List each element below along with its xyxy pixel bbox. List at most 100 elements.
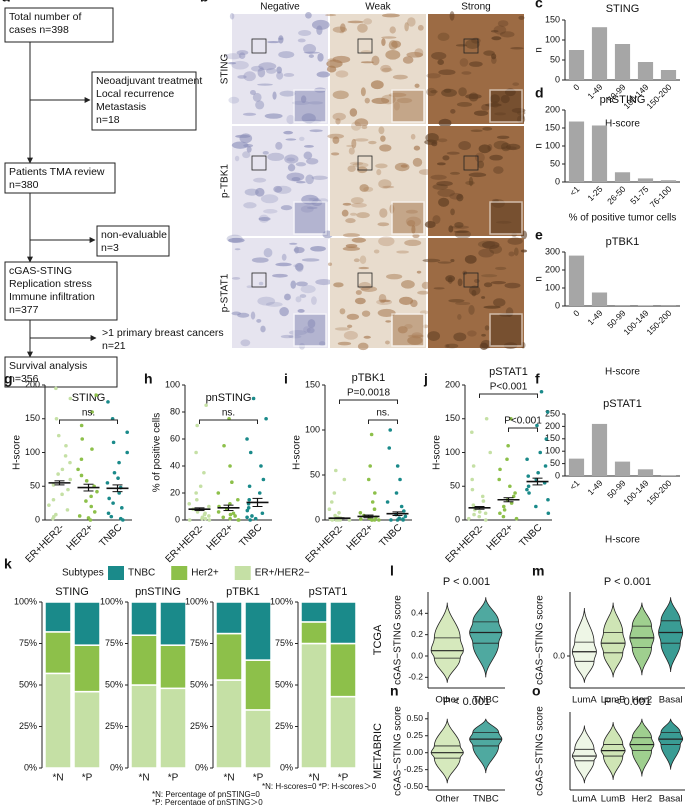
bar bbox=[614, 44, 631, 80]
tissue-texture bbox=[448, 225, 454, 233]
y-tick-label: -0.2 bbox=[408, 672, 423, 682]
tissue-texture bbox=[234, 248, 241, 251]
x-tick-label: Her2 bbox=[632, 794, 653, 805]
flow-text: n=377 bbox=[9, 304, 39, 316]
data-point bbox=[534, 504, 538, 509]
data-point bbox=[403, 514, 408, 519]
tissue-texture bbox=[295, 296, 302, 303]
tissue-texture bbox=[379, 144, 392, 152]
tissue-texture bbox=[246, 285, 253, 289]
tissue-texture bbox=[449, 171, 461, 175]
inset-marker bbox=[357, 155, 373, 171]
tissue-texture bbox=[438, 69, 456, 76]
stacked-bar bbox=[215, 679, 243, 769]
data-point bbox=[477, 510, 482, 514]
tissue-texture bbox=[359, 255, 367, 264]
tissue-texture bbox=[490, 281, 506, 285]
flow-text: Immune infiltration bbox=[9, 291, 95, 303]
tissue-texture bbox=[412, 157, 423, 167]
tissue-texture bbox=[275, 262, 292, 267]
tissue-texture bbox=[484, 325, 490, 331]
chart-title: STING bbox=[72, 392, 106, 404]
tissue-texture bbox=[404, 239, 422, 247]
y-axis-label: H-score bbox=[292, 435, 303, 470]
data-point bbox=[484, 416, 489, 421]
footnote: *N: H-scores=0 *P: H-scores＞0 bbox=[262, 782, 377, 791]
flow-text: cases n=398 bbox=[9, 24, 69, 36]
y-tick-label: 0% bbox=[195, 762, 208, 772]
y-tick-label: 200 bbox=[545, 264, 560, 274]
tissue-texture bbox=[464, 254, 477, 264]
tissue-texture bbox=[242, 151, 251, 159]
tissue-texture bbox=[468, 176, 474, 187]
tissue-texture bbox=[520, 249, 528, 253]
data-point bbox=[203, 511, 207, 516]
flow-text: Metastasis bbox=[96, 101, 146, 113]
tissue-texture bbox=[251, 257, 269, 263]
data-point bbox=[543, 464, 548, 468]
data-point bbox=[342, 477, 347, 482]
chart-title: P < 0.001 bbox=[443, 696, 490, 708]
data-point bbox=[247, 497, 252, 502]
tissue-texture bbox=[491, 56, 497, 64]
flow-text: Replication stress bbox=[9, 278, 92, 290]
tissue-texture bbox=[493, 298, 506, 307]
stacked-bar bbox=[329, 601, 357, 645]
x-tick-label: 0 bbox=[571, 82, 582, 93]
y-tick-label: 50% bbox=[19, 679, 37, 689]
bar bbox=[568, 458, 585, 476]
stacked-bar bbox=[244, 659, 272, 711]
inset-marker bbox=[251, 272, 267, 288]
tissue-texture bbox=[311, 19, 330, 30]
tissue-texture bbox=[370, 80, 384, 90]
data-point bbox=[248, 450, 253, 455]
tissue-texture bbox=[346, 313, 360, 320]
tissue-texture bbox=[381, 38, 386, 47]
data-point bbox=[84, 479, 89, 483]
data-point bbox=[76, 467, 80, 472]
data-point bbox=[498, 511, 502, 516]
chart-title: pSTAT1 bbox=[603, 398, 642, 410]
y-tick-label: 200 bbox=[545, 421, 560, 431]
y-tick-label: 100 bbox=[445, 447, 460, 457]
tissue-texture bbox=[347, 324, 353, 329]
y-tick-label: 100 bbox=[545, 140, 560, 150]
y-axis-label: cGAS−STING score bbox=[535, 706, 546, 796]
tissue-texture bbox=[438, 197, 450, 207]
tissue-texture bbox=[238, 52, 246, 59]
data-point bbox=[90, 447, 94, 451]
tissue-texture bbox=[281, 253, 287, 261]
y-tick-label: 75% bbox=[105, 638, 123, 648]
row-label: p-STAT1 bbox=[220, 273, 231, 312]
data-point bbox=[89, 494, 93, 499]
x-tick-label: ER+HER2- bbox=[24, 522, 67, 565]
x-axis-label: % of positive tumor cells bbox=[569, 213, 677, 224]
column-label: Negative bbox=[260, 2, 300, 13]
tissue-texture bbox=[326, 59, 343, 68]
tissue-texture bbox=[470, 129, 483, 133]
data-point bbox=[337, 511, 341, 515]
panel-label: l bbox=[390, 563, 394, 579]
data-point bbox=[117, 460, 121, 465]
y-tick-label: 150 bbox=[445, 413, 460, 423]
tissue-texture bbox=[378, 179, 392, 189]
y-tick-label: 0 bbox=[175, 514, 180, 524]
tissue-texture bbox=[288, 242, 298, 245]
tissue-texture bbox=[402, 56, 414, 64]
inset bbox=[489, 89, 523, 123]
data-point bbox=[66, 487, 70, 492]
data-point bbox=[77, 514, 82, 518]
data-point bbox=[200, 515, 205, 520]
tissue-texture bbox=[341, 209, 349, 217]
data-point bbox=[54, 512, 58, 517]
y-tick-label: 20 bbox=[170, 487, 180, 497]
y-tick-label: 50 bbox=[550, 458, 560, 468]
tissue-texture bbox=[396, 250, 409, 254]
tissue-texture bbox=[450, 109, 456, 114]
x-tick-label: *N bbox=[138, 773, 149, 784]
inset-marker bbox=[463, 155, 479, 171]
bracket bbox=[199, 419, 258, 424]
tissue-texture bbox=[275, 141, 283, 150]
data-point bbox=[106, 511, 111, 516]
tissue-texture bbox=[278, 35, 284, 44]
